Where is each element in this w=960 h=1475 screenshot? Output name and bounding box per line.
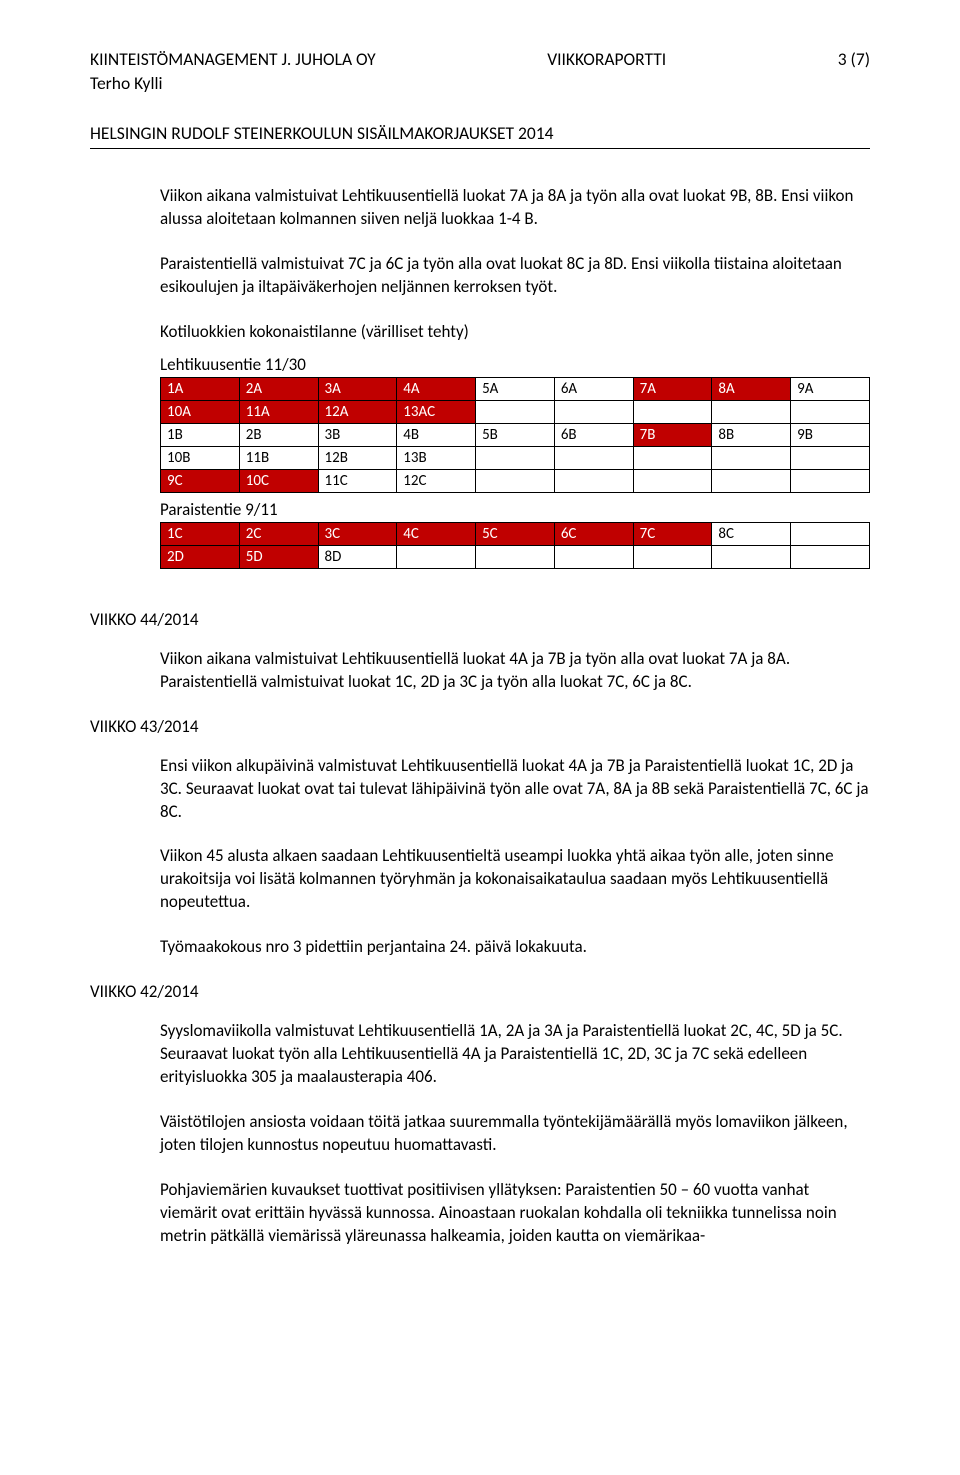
- table-cell: 13AC: [397, 400, 476, 423]
- week-43-para-1: Ensi viikon alkupäivinä valmistuvat Leht…: [160, 755, 870, 824]
- header-page-number: 3 (7): [838, 48, 870, 70]
- table-cell: 7C: [633, 522, 712, 545]
- header-author: Terho Kylli: [90, 72, 870, 94]
- table-cell: 5D: [239, 545, 318, 568]
- table-cell: [712, 446, 791, 469]
- table-cell: [791, 400, 870, 423]
- table-cell: 12C: [397, 469, 476, 492]
- table-cell: 11A: [239, 400, 318, 423]
- table-cell: [712, 400, 791, 423]
- table-row: 2D5D8D: [161, 545, 870, 568]
- table-cell: 4A: [397, 377, 476, 400]
- table-cell: 2D: [161, 545, 240, 568]
- table-cell: [476, 545, 555, 568]
- table-cell: 12A: [318, 400, 397, 423]
- week-42-heading: VIIKKO 42/2014: [90, 981, 870, 1002]
- week-43-para-2: Viikon 45 alusta alkaen saadaan Lehtikuu…: [160, 845, 870, 914]
- status-tables: Lehtikuusentie 11/30 1A2A3A4A5A6A7A8A9A1…: [160, 354, 870, 569]
- table-row: 10A11A12A13AC: [161, 400, 870, 423]
- table-cell: 6A: [554, 377, 633, 400]
- table-cell: 4B: [397, 423, 476, 446]
- table-cell: 3C: [318, 522, 397, 545]
- table-cell: [791, 469, 870, 492]
- body-block: Viikon aikana valmistuivat Lehtikuusenti…: [90, 185, 870, 1248]
- table-cell: [791, 545, 870, 568]
- week-44-para-1: Viikon aikana valmistuivat Lehtikuusenti…: [160, 648, 870, 694]
- table-cell: 9B: [791, 423, 870, 446]
- week-42-para-3: Pohjaviemärien kuvaukset tuottivat posit…: [160, 1179, 870, 1248]
- table-cell: [791, 446, 870, 469]
- intro-paragraph-2: Paraistentiellä valmistuivat 7C ja 6C ja…: [160, 253, 870, 299]
- week-42-para-2: Väistötilojen ansiosta voidaan töitä jat…: [160, 1111, 870, 1157]
- table-row: 1B2B3B4B5B6B7B8B9B: [161, 423, 870, 446]
- week-43-para-3: Työmaakokous nro 3 pidettiin perjantaina…: [160, 936, 870, 959]
- week-42-para-1: Syyslomaviikolla valmistuvat Lehtikuusen…: [160, 1020, 870, 1089]
- status-table-lehtikuusentie: 1A2A3A4A5A6A7A8A9A10A11A12A13AC1B2B3B4B5…: [160, 377, 870, 493]
- table-cell: 8D: [318, 545, 397, 568]
- table-cell: 2B: [239, 423, 318, 446]
- table-cell: [633, 400, 712, 423]
- table-cell: 6C: [554, 522, 633, 545]
- table-cell: [633, 446, 712, 469]
- table-cell: [476, 469, 555, 492]
- table-cell: [554, 400, 633, 423]
- table-cell: 6B: [554, 423, 633, 446]
- table-cell: 7A: [633, 377, 712, 400]
- doc-title: HELSINGIN RUDOLF STEINERKOULUN SISÄILMAK…: [90, 122, 870, 144]
- table-cell: 12B: [318, 446, 397, 469]
- table-cell: 2C: [239, 522, 318, 545]
- header-row: KIINTEISTÖMANAGEMENT J. JUHOLA OY VIIKKO…: [90, 48, 870, 70]
- week-43-heading: VIIKKO 43/2014: [90, 716, 870, 737]
- header-company: KIINTEISTÖMANAGEMENT J. JUHOLA OY: [90, 48, 376, 70]
- table-cell: 10C: [239, 469, 318, 492]
- table-cell: [554, 446, 633, 469]
- document-page: KIINTEISTÖMANAGEMENT J. JUHOLA OY VIIKKO…: [0, 0, 960, 1475]
- status-table-paraistentie: 1C2C3C4C5C6C7C8C2D5D8D: [160, 522, 870, 569]
- table-cell: [476, 400, 555, 423]
- table-row: 1A2A3A4A5A6A7A8A9A: [161, 377, 870, 400]
- table-cell: [633, 469, 712, 492]
- table-cell: 7B: [633, 423, 712, 446]
- table-cell: 10B: [161, 446, 240, 469]
- table-cell: [554, 469, 633, 492]
- table-cell: 11B: [239, 446, 318, 469]
- table-cell: 8A: [712, 377, 791, 400]
- table-cell: 8C: [712, 522, 791, 545]
- table-cell: [712, 469, 791, 492]
- table-cell: 5C: [476, 522, 555, 545]
- table-1-label: Lehtikuusentie 11/30: [160, 354, 870, 375]
- table-cell: 5B: [476, 423, 555, 446]
- table-cell: 9A: [791, 377, 870, 400]
- table-row: 9C10C11C12C: [161, 469, 870, 492]
- table-cell: 13B: [397, 446, 476, 469]
- table-cell: 1B: [161, 423, 240, 446]
- table-cell: [712, 545, 791, 568]
- week-44-heading: VIIKKO 44/2014: [90, 609, 870, 630]
- intro-paragraph-1: Viikon aikana valmistuivat Lehtikuusenti…: [160, 185, 870, 231]
- table-cell: 3A: [318, 377, 397, 400]
- table-cell: 11C: [318, 469, 397, 492]
- header-center: VIIKKORAPORTTI: [547, 48, 666, 70]
- table-cell: 5A: [476, 377, 555, 400]
- title-rule: [90, 148, 870, 149]
- table-cell: [633, 545, 712, 568]
- table-cell: 3B: [318, 423, 397, 446]
- table-2-label: Paraistentie 9/11: [160, 499, 870, 520]
- table-row: 10B11B12B13B: [161, 446, 870, 469]
- table-cell: 10A: [161, 400, 240, 423]
- table-cell: [476, 446, 555, 469]
- table-cell: 4C: [397, 522, 476, 545]
- table-cell: 1A: [161, 377, 240, 400]
- table-cell: 9C: [161, 469, 240, 492]
- table-row: 1C2C3C4C5C6C7C8C: [161, 522, 870, 545]
- table-cell: 8B: [712, 423, 791, 446]
- table-cell: [554, 545, 633, 568]
- table-cell: 1C: [161, 522, 240, 545]
- table-cell: 2A: [239, 377, 318, 400]
- table-cell: [397, 545, 476, 568]
- table-cell: [791, 522, 870, 545]
- intro-paragraph-3: Kotiluokkien kokonaistilanne (värilliset…: [160, 321, 870, 342]
